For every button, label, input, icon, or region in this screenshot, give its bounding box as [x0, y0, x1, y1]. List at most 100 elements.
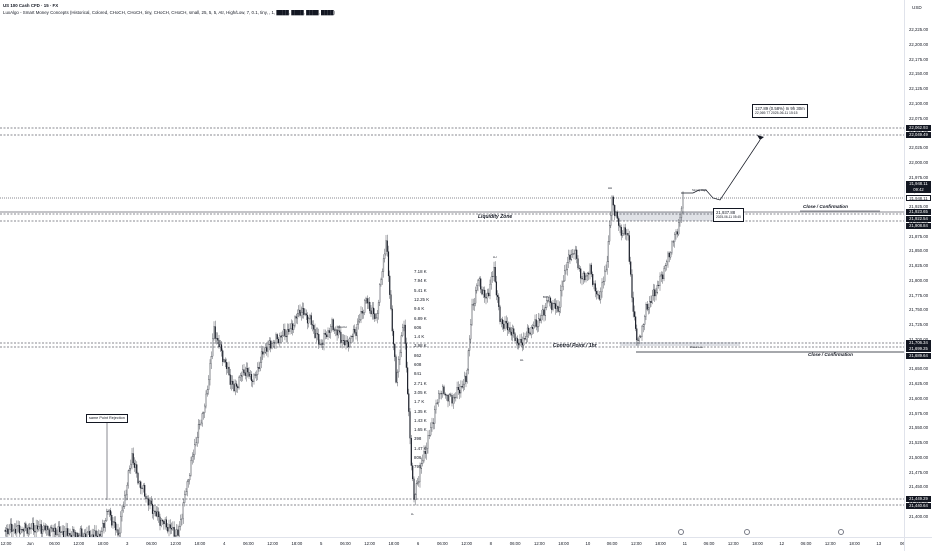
candle-body: [361, 311, 362, 319]
price-chart[interactable]: [0, 0, 904, 537]
candle-body: [672, 242, 673, 253]
candle-body: [620, 226, 621, 228]
candle-body: [476, 285, 477, 290]
candle-body: [654, 290, 655, 296]
candle-body: [186, 492, 187, 495]
time-axis-label: 06:00: [340, 541, 351, 546]
candle-body: [189, 475, 190, 480]
candle-body: [144, 485, 145, 496]
candle-body: [484, 290, 485, 297]
candle-body: [62, 531, 63, 532]
chart-area[interactable]: US 100 Cash CFD · 15 · FX LuxAlgo - Smar…: [0, 0, 904, 537]
candle-body: [57, 535, 58, 536]
candle-body: [242, 370, 243, 376]
candle-body: [244, 370, 245, 373]
candle-body: [298, 310, 299, 313]
price-axis-label: 22,175.00: [909, 57, 928, 62]
time-axis-label: 06:00: [607, 541, 618, 546]
candle-body: [548, 301, 549, 302]
candle-body: [174, 527, 175, 536]
candle-body: [127, 485, 128, 494]
candle-body: [143, 485, 144, 489]
candle-body: [545, 307, 546, 315]
candle-body: [458, 387, 459, 390]
candle-body: [363, 313, 364, 314]
time-axis-label: 3: [126, 541, 128, 546]
candle-body: [459, 390, 460, 393]
volume-profile-value: 3.98 K: [414, 343, 427, 348]
candle-body: [474, 303, 475, 305]
candle-body: [518, 343, 519, 345]
candle-body: [381, 280, 382, 285]
marker-tooltip[interactable]: 21,937.88 2025-06-11 05:45: [713, 208, 744, 222]
candle-body: [594, 284, 595, 285]
candle-body: [257, 367, 258, 374]
price-box-21699: 21,699.25: [906, 346, 931, 352]
candle-body: [27, 528, 28, 534]
candle-body: [332, 320, 333, 327]
candle-body: [348, 342, 349, 347]
event-icon[interactable]: [678, 529, 684, 535]
candle-body: [657, 285, 658, 292]
event-icon[interactable]: [744, 529, 750, 535]
scale-settings[interactable]: [904, 537, 932, 551]
candle-body: [269, 341, 270, 345]
price-box-21922: 21,922.54: [906, 216, 931, 222]
candle-body: [132, 453, 133, 464]
candle-body: [184, 494, 185, 502]
candle-body: [446, 395, 447, 396]
event-icon[interactable]: [838, 529, 844, 535]
projection-tooltip[interactable]: 127.89 (0.58%) In 9h 30m 22,069.77 2025-…: [752, 104, 808, 118]
candle-body: [279, 336, 280, 343]
candle-body: [536, 320, 537, 327]
candle-body: [134, 463, 135, 468]
close-confirmation-bottom-label: Close / Confirmation: [808, 352, 853, 357]
volume-profile-value: 1.65 K: [414, 427, 427, 432]
candle-body: [513, 329, 514, 334]
structure-label-hl: HL: [520, 358, 524, 362]
price-box-21923: 21,923.65: [906, 209, 931, 215]
candle-body: [236, 384, 237, 387]
candle-body: [37, 526, 38, 529]
candle-body: [678, 222, 679, 234]
volume-profile-value: 3.05 K: [414, 390, 427, 395]
candle-body: [148, 499, 149, 505]
time-axis-label: 8: [490, 541, 492, 546]
candle-body: [603, 281, 604, 282]
candle-body: [661, 275, 662, 276]
projection-line2: 22,069.77 2025-06-11 15:15: [755, 111, 805, 116]
time-axis-label: 06:00: [704, 541, 715, 546]
volume-profile-value: 5.41 K: [414, 288, 427, 293]
candles: [5, 191, 684, 537]
close-confirmation-top-label: Close / Confirmation: [803, 204, 848, 209]
candle-body: [575, 250, 576, 254]
candle-body: [300, 310, 301, 316]
candle-body: [497, 295, 498, 297]
time-scale[interactable]: [0, 537, 904, 551]
time-axis-label: 18:00: [558, 541, 569, 546]
candle-body: [434, 410, 435, 424]
price-axis-label: 21,525.00: [909, 440, 928, 445]
indicator-legend[interactable]: LuxAlgo - Smart Money Concepts (Historic…: [3, 10, 335, 15]
candle-body: [475, 290, 476, 303]
candle-body: [572, 254, 573, 255]
candle-body: [407, 368, 408, 394]
candle-body: [307, 315, 308, 323]
candle-body: [340, 332, 341, 342]
candle-body: [204, 406, 205, 413]
candle-body: [73, 529, 74, 532]
time-axis-label: 06:00: [437, 541, 448, 546]
price-axis-label: 21,975.00: [909, 175, 928, 180]
volume-profile-value: 2.71 K: [414, 381, 427, 386]
candle-body: [564, 271, 565, 281]
price-axis-label: 21,800.00: [909, 278, 928, 283]
candle-body: [265, 348, 266, 353]
price-axis-label: 21,600.00: [909, 396, 928, 401]
candle-body: [313, 325, 314, 329]
candle-body: [556, 306, 557, 309]
candle-body: [191, 460, 192, 475]
candle-body: [394, 344, 395, 357]
candle-body: [598, 294, 599, 295]
liquidity-zone-label: Liquidity Zone: [478, 214, 512, 220]
volume-profile-value: 12.25 K: [414, 297, 429, 302]
